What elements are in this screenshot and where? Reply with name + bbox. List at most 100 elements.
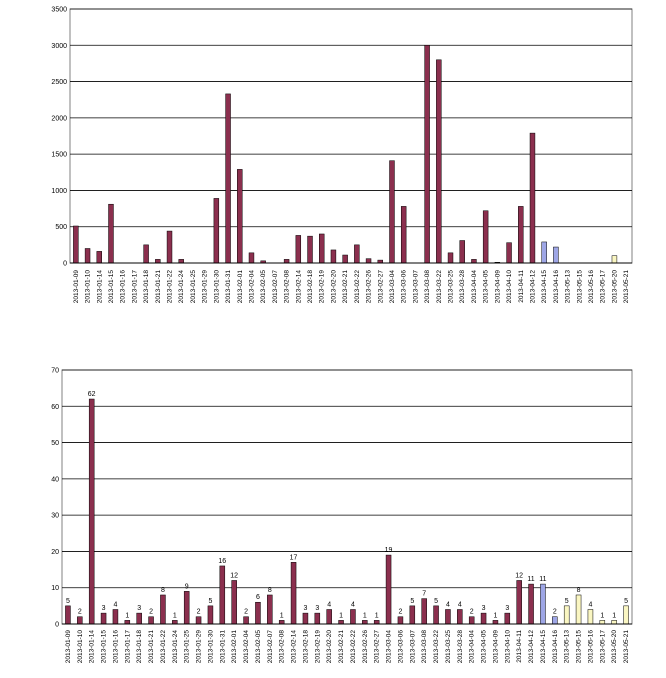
bar	[302, 612, 309, 625]
bar	[155, 259, 161, 264]
x-tick-label: 2013-03-28	[457, 630, 464, 664]
x-tick-label: 2013-03-22	[433, 630, 440, 664]
bar	[112, 609, 119, 625]
x-tick-label: 2013-04-11	[516, 630, 523, 663]
bar	[553, 246, 559, 264]
bar	[504, 612, 511, 625]
bar	[424, 45, 430, 264]
bar	[552, 616, 558, 625]
x-tick-label: 2013-04-09	[494, 270, 501, 304]
y-tick-label: 10	[51, 585, 59, 592]
bar	[84, 248, 91, 264]
x-tick-label: 2013-02-05	[260, 270, 267, 304]
data-label: 9	[185, 583, 189, 590]
x-tick-label: 2013-04-11	[518, 270, 525, 303]
data-label: 12	[515, 572, 523, 579]
data-label: 3	[505, 605, 509, 612]
x-tick-label: 2013-04-10	[504, 630, 511, 664]
x-tick-label: 2013-02-21	[342, 270, 349, 304]
y-tick-label: 3000	[51, 43, 67, 50]
bar	[231, 580, 237, 625]
y-tick-label: 20	[51, 549, 59, 556]
bar	[529, 132, 536, 264]
data-label: 3	[303, 605, 307, 612]
x-tick-label: 2013-02-08	[284, 270, 291, 304]
data-label: 12	[230, 572, 238, 579]
x-tick-label: 2013-01-10	[77, 630, 84, 664]
x-tick-label: 2013-05-13	[564, 630, 571, 664]
x-tick-label: 2013-02-07	[272, 270, 279, 304]
data-label: 11	[539, 576, 546, 583]
bar	[267, 594, 273, 625]
data-label: 5	[208, 598, 212, 605]
bar	[471, 259, 477, 264]
bar	[436, 59, 442, 264]
x-tick-label: 2013-01-16	[112, 630, 119, 664]
bar	[400, 206, 407, 264]
bar	[540, 583, 546, 625]
x-tick-label: 2013-01-24	[172, 630, 179, 664]
x-tick-label: 2013-01-10	[85, 270, 92, 304]
x-tick-label: 2013-01-25	[184, 630, 191, 664]
x-tick-label: 2013-03-25	[448, 270, 455, 304]
data-label: 4	[327, 601, 331, 608]
x-tick-label: 2013-02-27	[377, 270, 384, 304]
data-label: 3	[102, 605, 106, 612]
data-label: 1	[339, 612, 343, 619]
y-tick-label: 70	[51, 368, 59, 375]
bar	[506, 242, 512, 264]
bar	[283, 259, 290, 264]
bar	[409, 605, 416, 625]
bar	[136, 612, 142, 625]
bar	[243, 616, 249, 625]
x-tick-label: 2013-01-30	[213, 270, 220, 304]
bar	[563, 605, 570, 625]
x-tick-label: 2013-01-17	[131, 270, 138, 304]
x-tick-label: 2013-03-07	[412, 270, 419, 304]
data-label: 3	[482, 605, 486, 612]
data-label: 2	[78, 609, 82, 616]
x-tick-label: 2013-04-16	[553, 270, 560, 304]
bar	[148, 616, 154, 625]
bar	[433, 605, 439, 625]
x-tick-label: 2013-02-01	[231, 630, 238, 664]
data-label: 5	[624, 598, 628, 605]
bar	[528, 583, 534, 625]
data-label: 8	[161, 587, 165, 594]
bar	[338, 620, 344, 625]
y-tick-label: 30	[51, 513, 59, 520]
bar	[342, 254, 348, 264]
data-label: 3	[137, 605, 141, 612]
bar	[237, 169, 243, 264]
x-tick-label: 2013-03-28	[459, 270, 466, 304]
x-tick-label: 2013-02-27	[374, 630, 381, 664]
x-tick-label: 2013-03-25	[445, 630, 452, 664]
data-label: 1	[493, 612, 497, 619]
x-tick-label: 2013-02-04	[243, 630, 250, 664]
bar	[255, 601, 261, 625]
x-tick-label: 2013-01-31	[225, 270, 232, 304]
x-tick-label: 2013-01-17	[124, 630, 131, 664]
bar	[319, 233, 325, 264]
y-tick-label: 2000	[51, 115, 67, 122]
data-label: 4	[113, 601, 117, 608]
x-tick-label: 2013-02-20	[330, 270, 337, 304]
data-label: 4	[446, 601, 450, 608]
bar	[166, 230, 173, 264]
x-tick-label: 2013-04-04	[471, 270, 478, 304]
data-label: 17	[290, 554, 298, 561]
data-label: 2	[398, 609, 402, 616]
bar	[518, 206, 524, 264]
x-tick-label: 2013-05-13	[565, 270, 572, 304]
x-tick-label: 2013-01-14	[96, 270, 103, 304]
x-tick-label: 2013-02-26	[362, 630, 369, 664]
x-tick-label: 2013-05-16	[587, 630, 594, 664]
x-tick-label: 2013-01-14	[89, 630, 96, 664]
x-tick-label: 2013-02-22	[354, 270, 361, 304]
x-tick-label: 2013-02-01	[237, 270, 244, 304]
bar	[611, 255, 618, 264]
x-tick-label: 2013-01-25	[190, 270, 197, 304]
x-tick-label: 2013-02-21	[338, 630, 345, 664]
bar	[213, 198, 220, 264]
data-label: 11	[527, 576, 534, 583]
